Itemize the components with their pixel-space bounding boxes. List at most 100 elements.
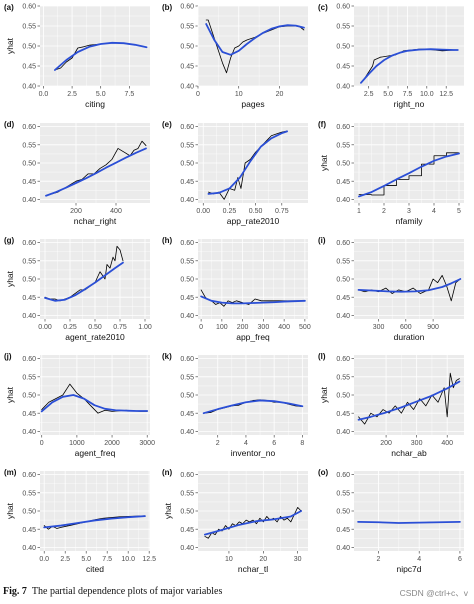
- chart-panel-12: 0.40 0.45 0.50 0.55 0.60 200 300 400 (l) nchar_ab…: [318, 352, 464, 458]
- x-tick-label: 20: [276, 91, 284, 98]
- smoothed-pdp-line: [357, 521, 461, 524]
- y-axis-label: yhat: [163, 502, 173, 519]
- panel-tag: (o): [318, 468, 329, 477]
- x-axis-label: citing: [85, 99, 105, 109]
- y-axis-label: yhat: [5, 37, 15, 54]
- y-tick-label: 0.50: [336, 509, 350, 516]
- smoothed-pdp-line: [45, 147, 147, 197]
- x-tick-label: 5.0: [96, 91, 106, 98]
- x-tick-label: 1000: [69, 440, 85, 447]
- x-tick-label: 4: [244, 440, 248, 447]
- x-tick-label: 300: [373, 324, 385, 331]
- x-tick-label: 2.5: [60, 556, 70, 563]
- y-tick-label: 0.50: [22, 277, 36, 284]
- y-tick-label: 0.55: [336, 142, 350, 149]
- chart-panel-10: 0.40 0.45 0.50 0.55 0.60 0 1000 2000 3000 (j) agen…: [4, 352, 155, 458]
- x-axis-label: nipc7d: [396, 564, 421, 574]
- x-tick-label: 300: [258, 324, 270, 331]
- y-tick-label: 0.55: [336, 258, 350, 265]
- x-tick-label: 1: [357, 208, 361, 215]
- y-tick-label: 0.45: [22, 295, 36, 302]
- x-axis-label: agent_rate2010: [65, 332, 125, 342]
- x-tick-label: 7.5: [403, 91, 413, 98]
- x-tick-label: 0.25: [63, 324, 77, 331]
- x-tick-label: 500: [299, 324, 311, 331]
- y-tick-label: 0.60: [336, 472, 350, 479]
- chart-panel-11: 0.40 0.45 0.50 0.55 0.60 2 4 6 8 (k) inventor_no: [162, 352, 308, 458]
- y-tick-label: 0.40: [180, 313, 194, 320]
- x-tick-label: 900: [427, 324, 439, 331]
- y-tick-label: 0.40: [22, 313, 36, 320]
- figure-caption: Fig. 7 The partial dependence plots of m…: [3, 586, 222, 597]
- x-tick-label: 5.0: [383, 91, 393, 98]
- y-tick-label: 0.40: [336, 84, 350, 91]
- y-tick-label: 0.50: [180, 161, 194, 168]
- raw-pdp-line: [208, 130, 288, 200]
- x-tick-label: 2.5: [67, 91, 77, 98]
- x-tick-label: 0.0: [39, 91, 49, 98]
- y-tick-label: 0.40: [22, 197, 36, 204]
- raw-pdp-line: [360, 48, 459, 84]
- x-tick-label: 2.5: [364, 91, 374, 98]
- y-tick-label: 0.45: [180, 64, 194, 71]
- chart-panel-13: 0.40 0.45 0.50 0.55 0.60 0.0 2.5 5.0 7.5 10.0 12.5…: [4, 468, 156, 574]
- caption-label: Fig. 7: [3, 586, 27, 597]
- smoothed-pdp-line: [203, 510, 303, 536]
- y-tick-label: 0.50: [336, 161, 350, 168]
- y-tick-label: 0.60: [180, 356, 194, 363]
- x-tick-label: 0.75: [113, 324, 127, 331]
- x-axis-label: app_freq: [236, 332, 270, 342]
- x-axis-label: right_no: [394, 99, 425, 109]
- smoothed-pdp-line: [40, 394, 149, 413]
- y-tick-label: 0.50: [22, 44, 36, 51]
- smoothed-pdp-line: [44, 261, 124, 302]
- panel-tag: (f): [318, 120, 326, 129]
- x-tick-label: 200: [237, 324, 249, 331]
- y-tick-label: 0.55: [180, 490, 194, 497]
- chart-panel-15: 0.40 0.45 0.50 0.55 0.60 2 4 6 (o) nipc7d: [318, 468, 464, 574]
- x-axis-label: nfamily: [396, 216, 424, 226]
- y-tick-label: 0.40: [336, 545, 350, 552]
- y-tick-label: 0.45: [180, 411, 194, 418]
- y-tick-label: 0.60: [336, 240, 350, 247]
- y-tick-label: 0.55: [22, 258, 36, 265]
- x-tick-label: 7.5: [102, 556, 112, 563]
- y-axis-label: yhat: [319, 386, 329, 403]
- y-tick-label: 0.60: [336, 124, 350, 131]
- y-tick-label: 0.55: [22, 490, 36, 497]
- x-tick-label: 0.25: [223, 208, 237, 215]
- y-tick-label: 0.50: [180, 393, 194, 400]
- chart-panel-8: 0.40 0.45 0.50 0.55 0.60 0 100 200 300 400 500 (h) a…: [162, 236, 311, 342]
- chart-panel-1: 0.40 0.45 0.50 0.55 0.60 0.0 2.5 5.0 7.5 (a) citin…: [4, 3, 150, 109]
- x-tick-label: 10.0: [121, 556, 135, 563]
- y-tick-label: 0.60: [180, 240, 194, 247]
- y-tick-label: 0.45: [22, 527, 36, 534]
- x-tick-label: 7.5: [125, 91, 135, 98]
- y-tick-label: 0.45: [22, 64, 36, 71]
- y-tick-label: 0.60: [22, 124, 36, 131]
- smoothed-pdp-line: [205, 23, 305, 56]
- y-tick-label: 0.55: [336, 24, 350, 31]
- y-tick-label: 0.40: [180, 545, 194, 552]
- y-axis-label: yhat: [5, 502, 15, 519]
- x-tick-label: 2000: [104, 440, 120, 447]
- y-tick-label: 0.45: [336, 179, 350, 186]
- panel-tag: (j): [4, 352, 12, 361]
- x-tick-label: 200: [70, 208, 82, 215]
- x-tick-label: 6: [458, 556, 462, 563]
- raw-pdp-line: [358, 152, 460, 196]
- x-tick-label: 0.0: [39, 556, 49, 563]
- x-tick-label: 200: [380, 440, 392, 447]
- x-tick-label: 6: [272, 440, 276, 447]
- y-tick-label: 0.40: [336, 197, 350, 204]
- chart-panel-9: 0.40 0.45 0.50 0.55 0.60 300 600 900 (i) duration: [318, 236, 464, 342]
- y-tick-label: 0.40: [336, 429, 350, 436]
- y-tick-label: 0.60: [180, 472, 194, 479]
- x-tick-label: 0.00: [196, 208, 210, 215]
- y-tick-label: 0.45: [180, 295, 194, 302]
- y-tick-label: 0.40: [180, 84, 194, 91]
- x-tick-label: 400: [110, 208, 122, 215]
- smoothed-pdp-line: [358, 152, 460, 198]
- panel-tag: (c): [318, 3, 328, 12]
- x-axis-label: duration: [394, 332, 425, 342]
